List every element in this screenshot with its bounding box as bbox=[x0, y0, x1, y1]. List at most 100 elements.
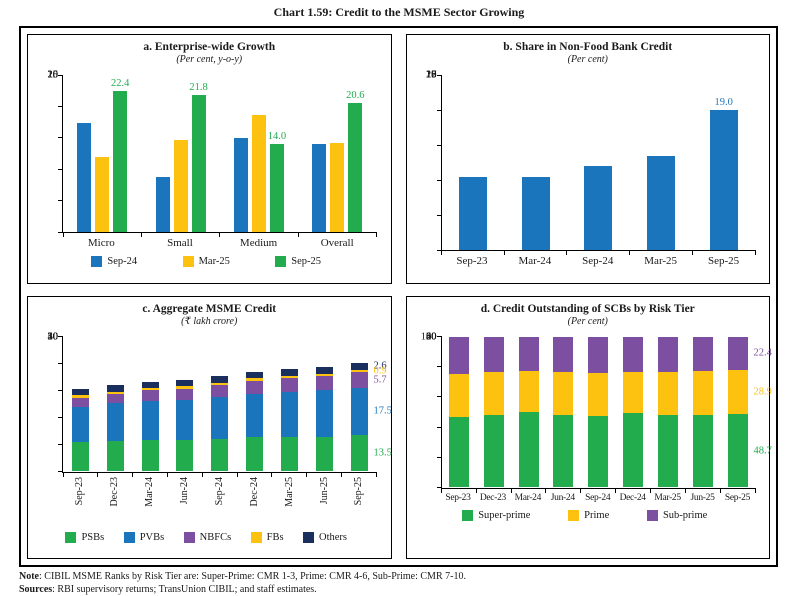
category-column-sep-24 bbox=[567, 75, 630, 250]
x-tick-mark bbox=[510, 487, 512, 493]
category-column-sep-23 bbox=[442, 75, 505, 250]
segment-others bbox=[246, 371, 264, 379]
panel-b-subtitle: (Per cent) bbox=[567, 54, 608, 65]
y-tick-label: 0 bbox=[52, 331, 58, 342]
x-label-cell: Sep-25 bbox=[720, 493, 755, 503]
segment-prime bbox=[588, 373, 609, 416]
y-tick-mark bbox=[436, 249, 442, 251]
sources-text: : RBI supervisory returns; TransUnion CI… bbox=[52, 584, 317, 595]
bar-micro-sep-24 bbox=[77, 123, 92, 232]
segment-super-prime bbox=[588, 415, 609, 488]
x-tick-mark bbox=[441, 250, 442, 255]
chart-credit-by-risk-tier: 0 20 40 60 80 100 22.4 28.9 48.7 Sep-23 Dec-23 Mar-… bbox=[407, 331, 772, 521]
x-tick-label: Sep-24 bbox=[213, 476, 225, 505]
x-tick-mark bbox=[376, 471, 377, 477]
plot-area: 22.4 28.9 48.7 bbox=[436, 336, 772, 493]
panels-grid: a. Enterprise-wide Growth (Per cent, y-o… bbox=[27, 34, 772, 559]
segment-psbs: 13.5 bbox=[350, 435, 392, 472]
chart-area: 15 16 17 18 19 20 19.0 Sep-23 Mar-24 Sep-24 Mar-25… bbox=[415, 70, 756, 267]
segment-fbs bbox=[246, 378, 264, 381]
stacked-bar-sep-23 bbox=[71, 388, 89, 472]
segment-nbfcs bbox=[141, 389, 159, 401]
segment-sub-prime bbox=[692, 336, 713, 372]
x-tick-mark bbox=[441, 487, 442, 493]
segment-nbfcs bbox=[315, 376, 333, 391]
y-tick-label: 30 bbox=[47, 331, 59, 342]
bar-medium-sep-24 bbox=[233, 137, 248, 232]
value-label: 22.4 bbox=[111, 78, 130, 90]
x-label-cell: Sep-24 bbox=[566, 255, 629, 267]
x-tick-label: Overall bbox=[320, 237, 354, 249]
x-tick-mark bbox=[503, 250, 505, 255]
value-label: 2.6 bbox=[373, 360, 387, 372]
legend-swatch-icon bbox=[123, 531, 135, 543]
stacked-bar-dec-23 bbox=[483, 336, 504, 488]
segment-pvbs bbox=[280, 391, 298, 437]
y-tick-label: 5 bbox=[52, 69, 58, 81]
x-tick-label: Mar-24 bbox=[518, 255, 552, 267]
segment-nbfcs bbox=[71, 397, 89, 407]
bar-overall-sep-24 bbox=[312, 144, 327, 232]
category-column-sep-23 bbox=[442, 336, 477, 488]
x-label-cell: Jun-24 bbox=[167, 477, 202, 525]
plot-area: 19.0 bbox=[436, 74, 756, 255]
y-tick-mark bbox=[58, 105, 63, 107]
segment-sub-prime: 22.4 bbox=[727, 336, 772, 371]
segment-super-prime bbox=[483, 415, 504, 488]
bar-overall-mar-25 bbox=[330, 143, 345, 232]
x-label-cell: Mar-24 bbox=[503, 255, 566, 267]
x-tick-mark bbox=[629, 250, 631, 255]
x-tick-mark bbox=[691, 250, 693, 255]
segment-others: 2.6 bbox=[350, 361, 387, 372]
x-label-cell: Mar-24 bbox=[510, 493, 545, 503]
legend-item-sep-24: Sep-24 bbox=[91, 256, 137, 267]
x-label-cell: Micro bbox=[62, 237, 141, 249]
x-tick-mark bbox=[97, 471, 99, 477]
segment-sub-prime bbox=[623, 336, 644, 372]
plot-column: 2.6 0.9 5.7 17.5 13.5 Sep-23 Dec-23 Mar-24 Jun-2… bbox=[58, 336, 392, 525]
x-tick-mark bbox=[649, 487, 651, 493]
y-tick-mark bbox=[436, 109, 442, 111]
category-column-sep-24 bbox=[581, 336, 616, 488]
stacked-bar-dec-24 bbox=[246, 371, 264, 472]
x-tick-label: Mar-25 bbox=[644, 255, 678, 267]
x-tick-mark bbox=[62, 232, 64, 237]
category-column-dec-23 bbox=[98, 337, 133, 472]
y-tick-mark bbox=[436, 487, 442, 488]
y-tick-mark bbox=[436, 144, 442, 146]
x-label-cell: Small bbox=[141, 237, 220, 249]
x-tick-mark bbox=[306, 471, 308, 477]
legend-item-sub-prime: Sub-prime bbox=[646, 509, 707, 521]
category-column-mar-25 bbox=[272, 337, 307, 472]
chart-share-nonfood-credit: 15 16 17 18 19 20 19.0 Sep-23 Mar-24 Sep-24 Mar-25… bbox=[407, 70, 770, 267]
x-label-cell: Sep-24 bbox=[202, 477, 237, 525]
x-label-cell: Sep-23 bbox=[62, 477, 97, 525]
x-label-cell: Dec-24 bbox=[237, 477, 272, 525]
x-tick-label: Mar-25 bbox=[654, 492, 681, 503]
y-tick-label: 19 bbox=[426, 69, 437, 81]
segment-super-prime bbox=[553, 415, 574, 488]
legend: Sep-24 Mar-25 Sep-25 bbox=[36, 256, 377, 267]
x-tick-label: Sep-24 bbox=[585, 492, 611, 503]
bar-columns: 19.0 bbox=[442, 75, 756, 250]
y-tick-mark bbox=[58, 74, 63, 76]
value-label: 48.7 bbox=[753, 445, 772, 457]
x-axis-labels: Sep-23 Mar-24 Sep-24 Mar-25 Sep-25 bbox=[441, 255, 756, 267]
x-tick-label: Jun-25 bbox=[318, 476, 330, 504]
segment-fbs bbox=[211, 382, 229, 386]
panel-d-subtitle: (Per cent) bbox=[567, 315, 608, 327]
panel-a-enterprise-growth: a. Enterprise-wide Growth (Per cent, y-o… bbox=[27, 34, 392, 284]
x-tick-label: Sep-24 bbox=[582, 255, 614, 267]
plot-column: 19.0 Sep-23 Mar-24 Sep-24 Mar-25 Sep-25 bbox=[436, 74, 756, 267]
legend-label: PVBs bbox=[139, 531, 165, 543]
legend-item-prime: Prime bbox=[568, 509, 609, 521]
legend-label: Super-prime bbox=[478, 509, 531, 521]
x-tick-mark bbox=[566, 250, 568, 255]
x-label-cell: Jun-25 bbox=[307, 477, 342, 525]
chart-area: 0 5 10 15 20 25 22.4 21.8 14.0 20.6 Micro Small Medi… bbox=[36, 70, 377, 249]
segment-psbs bbox=[211, 438, 229, 472]
legend-label: NBFCs bbox=[199, 531, 232, 543]
value-label: 5.7 bbox=[373, 374, 387, 386]
x-label-cell: Sep-25 bbox=[692, 255, 755, 267]
category-column-mar-24 bbox=[511, 336, 546, 488]
